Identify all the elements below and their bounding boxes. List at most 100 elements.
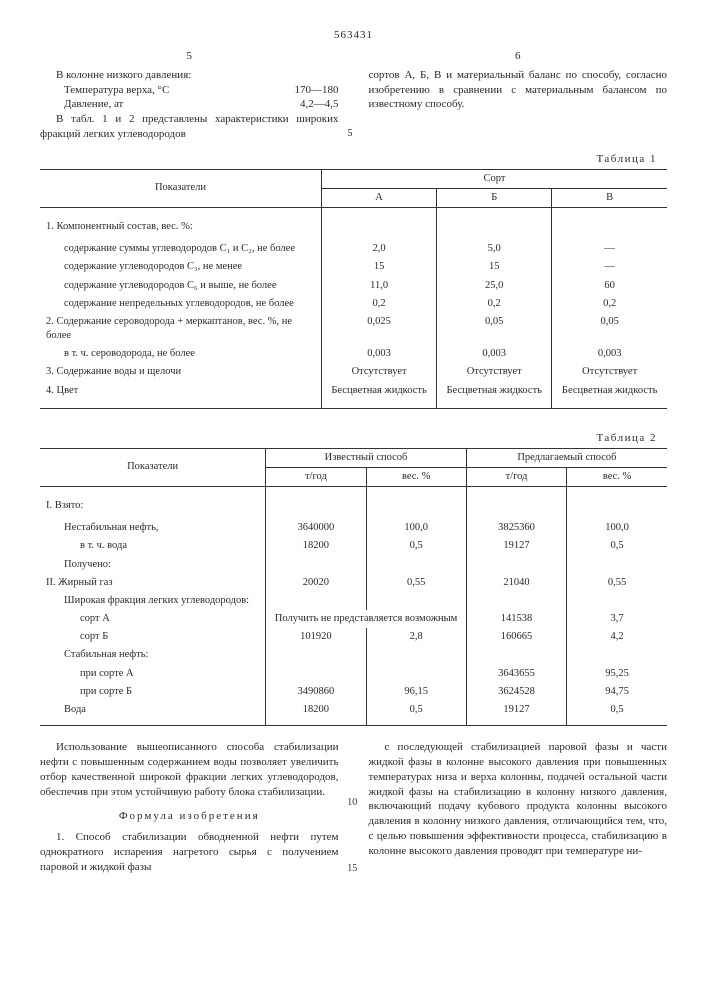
temp-label: Температура верха, °С [64,83,169,98]
t2-hdr-pred: Предлагаемый способ [466,448,667,467]
table1-label: Таблица 1 [40,152,667,167]
t2-r2-2: 21040 [466,574,566,592]
t2-r3b-0: 101920 [266,628,366,646]
intro-columns: 5 В колонне низкого давления: Температур… [40,49,667,142]
t2-r3a-t: сорт А [40,610,266,628]
t1-r1a-b: 5,0 [437,240,552,258]
left-p2: 1. Способ стабилизации обводненной нефти… [40,830,339,875]
press-value: 4,2—4,5 [300,97,339,112]
t1-r1c-a: 11,0 [322,277,437,295]
t2-r5-1: 0,5 [366,701,466,726]
t2-r3-t: Широкая фракция легких углеводородов: [40,592,266,610]
left-p1: Использование вышеописанного способа ста… [40,740,339,799]
t1-r3-t: 3. Содержание воды и щелочи [40,363,322,381]
t2-r4a-1 [366,665,466,683]
press-label: Давление, ат [64,97,123,112]
t2-r1a-t: в т. ч. вода [40,537,266,555]
t2-r4a-2: 3643655 [466,665,566,683]
table2-label: Таблица 2 [40,431,667,446]
t1-r1d-v: 0,2 [552,295,667,313]
tabref: В табл. 1 и 2 представлены характеристик… [40,112,339,142]
t2-r1-t: Нестабильная нефть, [40,519,266,537]
t1-r2a-a: 0,003 [322,345,437,363]
t1-hdr-pokaz: Показатели [40,169,322,207]
table1: Показатели Сорт А Б В 1. Компонентный со… [40,169,667,409]
t1-col-a: А [322,188,437,207]
t1-r1a-v: — [552,240,667,258]
t1-r1c-v: 60 [552,277,667,295]
right-p1: с последующей стабилизацией паровой фазы… [369,740,668,859]
t2-r1-1: 100,0 [366,519,466,537]
t2-r4b-t: при сорте Б [40,683,266,701]
lineno-5: 5 [332,127,353,141]
t2-r4-t: Стабильная нефть: [40,646,266,664]
t2-r1a-3: 0,5 [567,537,667,555]
intro-right-col: 6 сортов А, Б, В и материальный баланс п… [369,49,668,142]
temp-value: 170—180 [295,83,339,98]
t2-r4b-2: 3624528 [466,683,566,701]
t2-r5-t: Вода [40,701,266,726]
t2-r1-0: 3640000 [266,519,366,537]
t1-r2-v: 0,05 [552,313,667,345]
t2-hdr-pokaz: Показатели [40,448,266,486]
t1-r1c-b: 25,0 [437,277,552,295]
t2-r1a-1: 0,5 [366,537,466,555]
t2-r4b-0: 3490860 [266,683,366,701]
t2-r4b-3: 94,75 [567,683,667,701]
lineno-15: 15 [347,862,357,876]
t2-r2-0: 20020 [266,574,366,592]
t2-r4b-1: 96,15 [366,683,466,701]
t2-r3a-note: Получить не представляется возможным [266,610,467,628]
t2-r3b-t: сорт Б [40,628,266,646]
t2-r1-2: 3825360 [466,519,566,537]
table2: Показатели Известный способ Предлагаемый… [40,448,667,726]
t1-r4-v: Бесцветная жидкость [552,382,667,409]
t2-sub4: вес. % [567,467,667,486]
t2-sub3: т/год [466,467,566,486]
t1-r4-t: 4. Цвет [40,382,322,409]
t2-r3b-1: 2,8 [366,628,466,646]
t2-r5-3: 0,5 [567,701,667,726]
colnum-left: 5 [40,49,339,64]
bottom-columns: Использование вышеописанного способа ста… [40,740,667,875]
t1-r1b-v: — [552,258,667,276]
t1-r1a-a: 2,0 [322,240,437,258]
t1-r2-b: 0,05 [437,313,552,345]
t2-r2-3: 0,55 [567,574,667,592]
t1-r2-a: 0,025 [322,313,437,345]
t2-r3a-3: 3,7 [567,610,667,628]
intro-line1: В колонне низкого давления: [40,68,339,83]
intro-left-col: 5 В колонне низкого давления: Температур… [40,49,339,142]
t2-vzato: I. Взято: [40,487,266,520]
temp-line: Температура верха, °С 170—180 [40,83,339,98]
t1-r1b-a: 15 [322,258,437,276]
t1-r1d-b: 0,2 [437,295,552,313]
press-line: Давление, ат 4,2—4,5 [40,97,339,112]
t1-r1b-t: содержание углеводородов С₃, не менее [40,258,322,276]
t2-r2-1: 0,55 [366,574,466,592]
t1-r3-a: Отсутствует [322,363,437,381]
t1-r3-b: Отсутствует [437,363,552,381]
t1-r3-v: Отсутствует [552,363,667,381]
t1-r2a-b: 0,003 [437,345,552,363]
t2-r3b-3: 4,2 [567,628,667,646]
t2-r1a-0: 18200 [266,537,366,555]
t1-r1c-t: содержание углеводородов С₆ и выше, не б… [40,277,322,295]
t1-col-v: В [552,188,667,207]
t1-col-b: Б [437,188,552,207]
bottom-left-col: Использование вышеописанного способа ста… [40,740,339,875]
t2-r1a-2: 19127 [466,537,566,555]
t2-r4a-t: при сорте А [40,665,266,683]
t2-r5-0: 18200 [266,701,366,726]
t1-r1a-t: содержание суммы углеводородов С₁ и С₂, … [40,240,322,258]
t1-r4-a: Бесцветная жидкость [322,382,437,409]
doc-number: 563431 [40,28,667,43]
t2-hdr-izv: Известный способ [266,448,467,467]
t1-r4-b: Бесцветная жидкость [437,382,552,409]
t1-r2a-v: 0,003 [552,345,667,363]
t2-r4a-3: 95,25 [567,665,667,683]
colnum-right: 6 [369,49,668,64]
formula-title: Формула изобретения [40,809,339,824]
t2-sub2: вес. % [366,467,466,486]
t2-pol: Получено: [40,556,266,574]
